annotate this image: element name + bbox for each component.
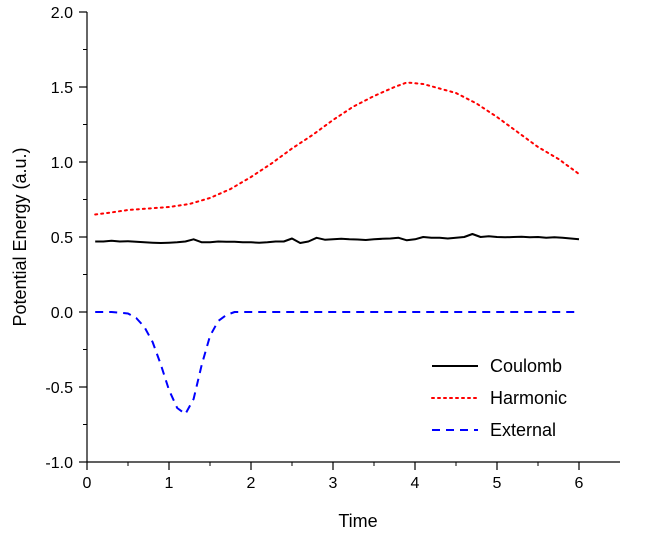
y-tick-label: 1.5 (51, 80, 73, 97)
x-axis-title: Time (338, 511, 377, 531)
y-tick-label: 1.0 (51, 155, 73, 172)
x-tick-label: 4 (411, 475, 420, 492)
x-tick-label: 5 (493, 475, 502, 492)
series-layer (94, 81, 580, 415)
x-tick-label: 0 (83, 475, 92, 492)
y-tick-label: -0.5 (45, 380, 73, 397)
y-axis-title: Potential Energy (a.u.) (10, 147, 30, 326)
legend-label-harmonic: Harmonic (490, 388, 567, 408)
series-line-coulomb (95, 233, 580, 244)
y-tick-label: -1.0 (45, 455, 73, 472)
legend-label-external: External (490, 420, 556, 440)
series-line-harmonic (94, 81, 580, 216)
x-tick-label: 2 (247, 475, 256, 492)
y-tick-label: 0.0 (51, 305, 73, 322)
y-tick-label: 0.5 (51, 230, 73, 247)
x-tick-label: 3 (329, 475, 338, 492)
legend: Coulomb Harmonic External (431, 356, 567, 440)
x-tick-label: 1 (165, 475, 174, 492)
legend-label-coulomb: Coulomb (490, 356, 562, 376)
y-tick-label: 2.0 (51, 5, 73, 22)
series-line-external (95, 311, 579, 415)
axes-layer: 0 1 2 3 4 5 6 -1.0 -0.5 0.0 0.5 1.0 1.5 2.0 (45, 5, 620, 492)
x-tick-label: 6 (575, 475, 584, 492)
